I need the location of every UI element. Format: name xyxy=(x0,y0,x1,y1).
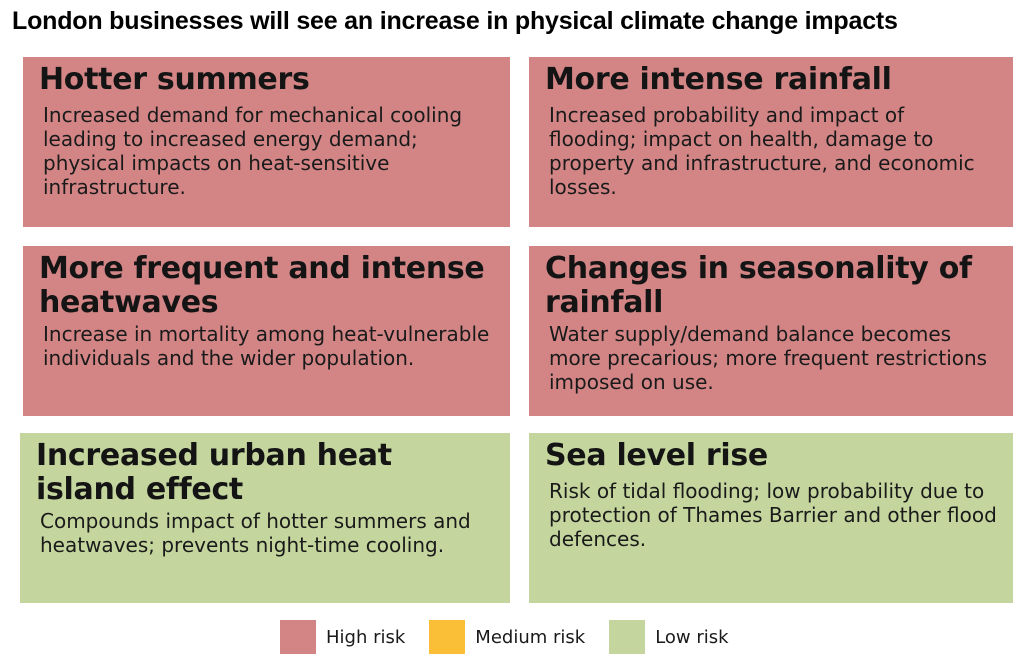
risk-legend: High risk Medium risk Low risk xyxy=(280,620,753,654)
legend-item-low-risk: Low risk xyxy=(609,620,729,654)
card-title: Hotter summers xyxy=(39,62,310,97)
risk-card-rainfall-seasonality: Changes in seasonality of rainfall Water… xyxy=(529,246,1013,416)
page-title: London businesses will see an increase i… xyxy=(12,7,898,35)
legend-swatch-high xyxy=(280,620,316,654)
card-description: Increased demand for mechanical cooling … xyxy=(43,103,463,199)
card-description: Risk of tidal flooding; low probability … xyxy=(549,479,997,551)
legend-swatch-medium xyxy=(429,620,466,654)
card-title: More intense rainfall xyxy=(545,62,892,97)
legend-swatch-low xyxy=(609,620,646,654)
card-description: Compounds impact of hotter summers and h… xyxy=(40,509,471,557)
risk-card-more-intense-rainfall: More intense rainfall Increased probabil… xyxy=(529,57,1013,227)
risk-card-sea-level-rise: Sea level rise Risk of tidal flooding; l… xyxy=(529,433,1013,603)
risk-card-heatwaves: More frequent and intense heatwaves Incr… xyxy=(23,246,510,416)
card-description: Increased probability and impact of floo… xyxy=(549,103,975,199)
card-title: Changes in seasonality of rainfall xyxy=(545,251,972,320)
card-title: Sea level rise xyxy=(545,438,768,473)
card-title: Increased urban heat island effect xyxy=(36,438,392,507)
card-description: Increase in mortality among heat-vulnera… xyxy=(43,322,490,370)
card-description: Water supply/demand balance becomes more… xyxy=(549,322,988,394)
legend-item-medium-risk: Medium risk xyxy=(429,620,585,654)
risk-card-hotter-summers: Hotter summers Increased demand for mech… xyxy=(23,57,510,227)
legend-label: High risk xyxy=(326,626,406,648)
card-title: More frequent and intense heatwaves xyxy=(39,251,485,320)
legend-label: Medium risk xyxy=(475,626,586,648)
legend-label: Low risk xyxy=(655,626,729,648)
legend-item-high-risk: High risk xyxy=(280,620,405,654)
risk-card-urban-heat-island: Increased urban heat island effect Compo… xyxy=(20,433,510,603)
